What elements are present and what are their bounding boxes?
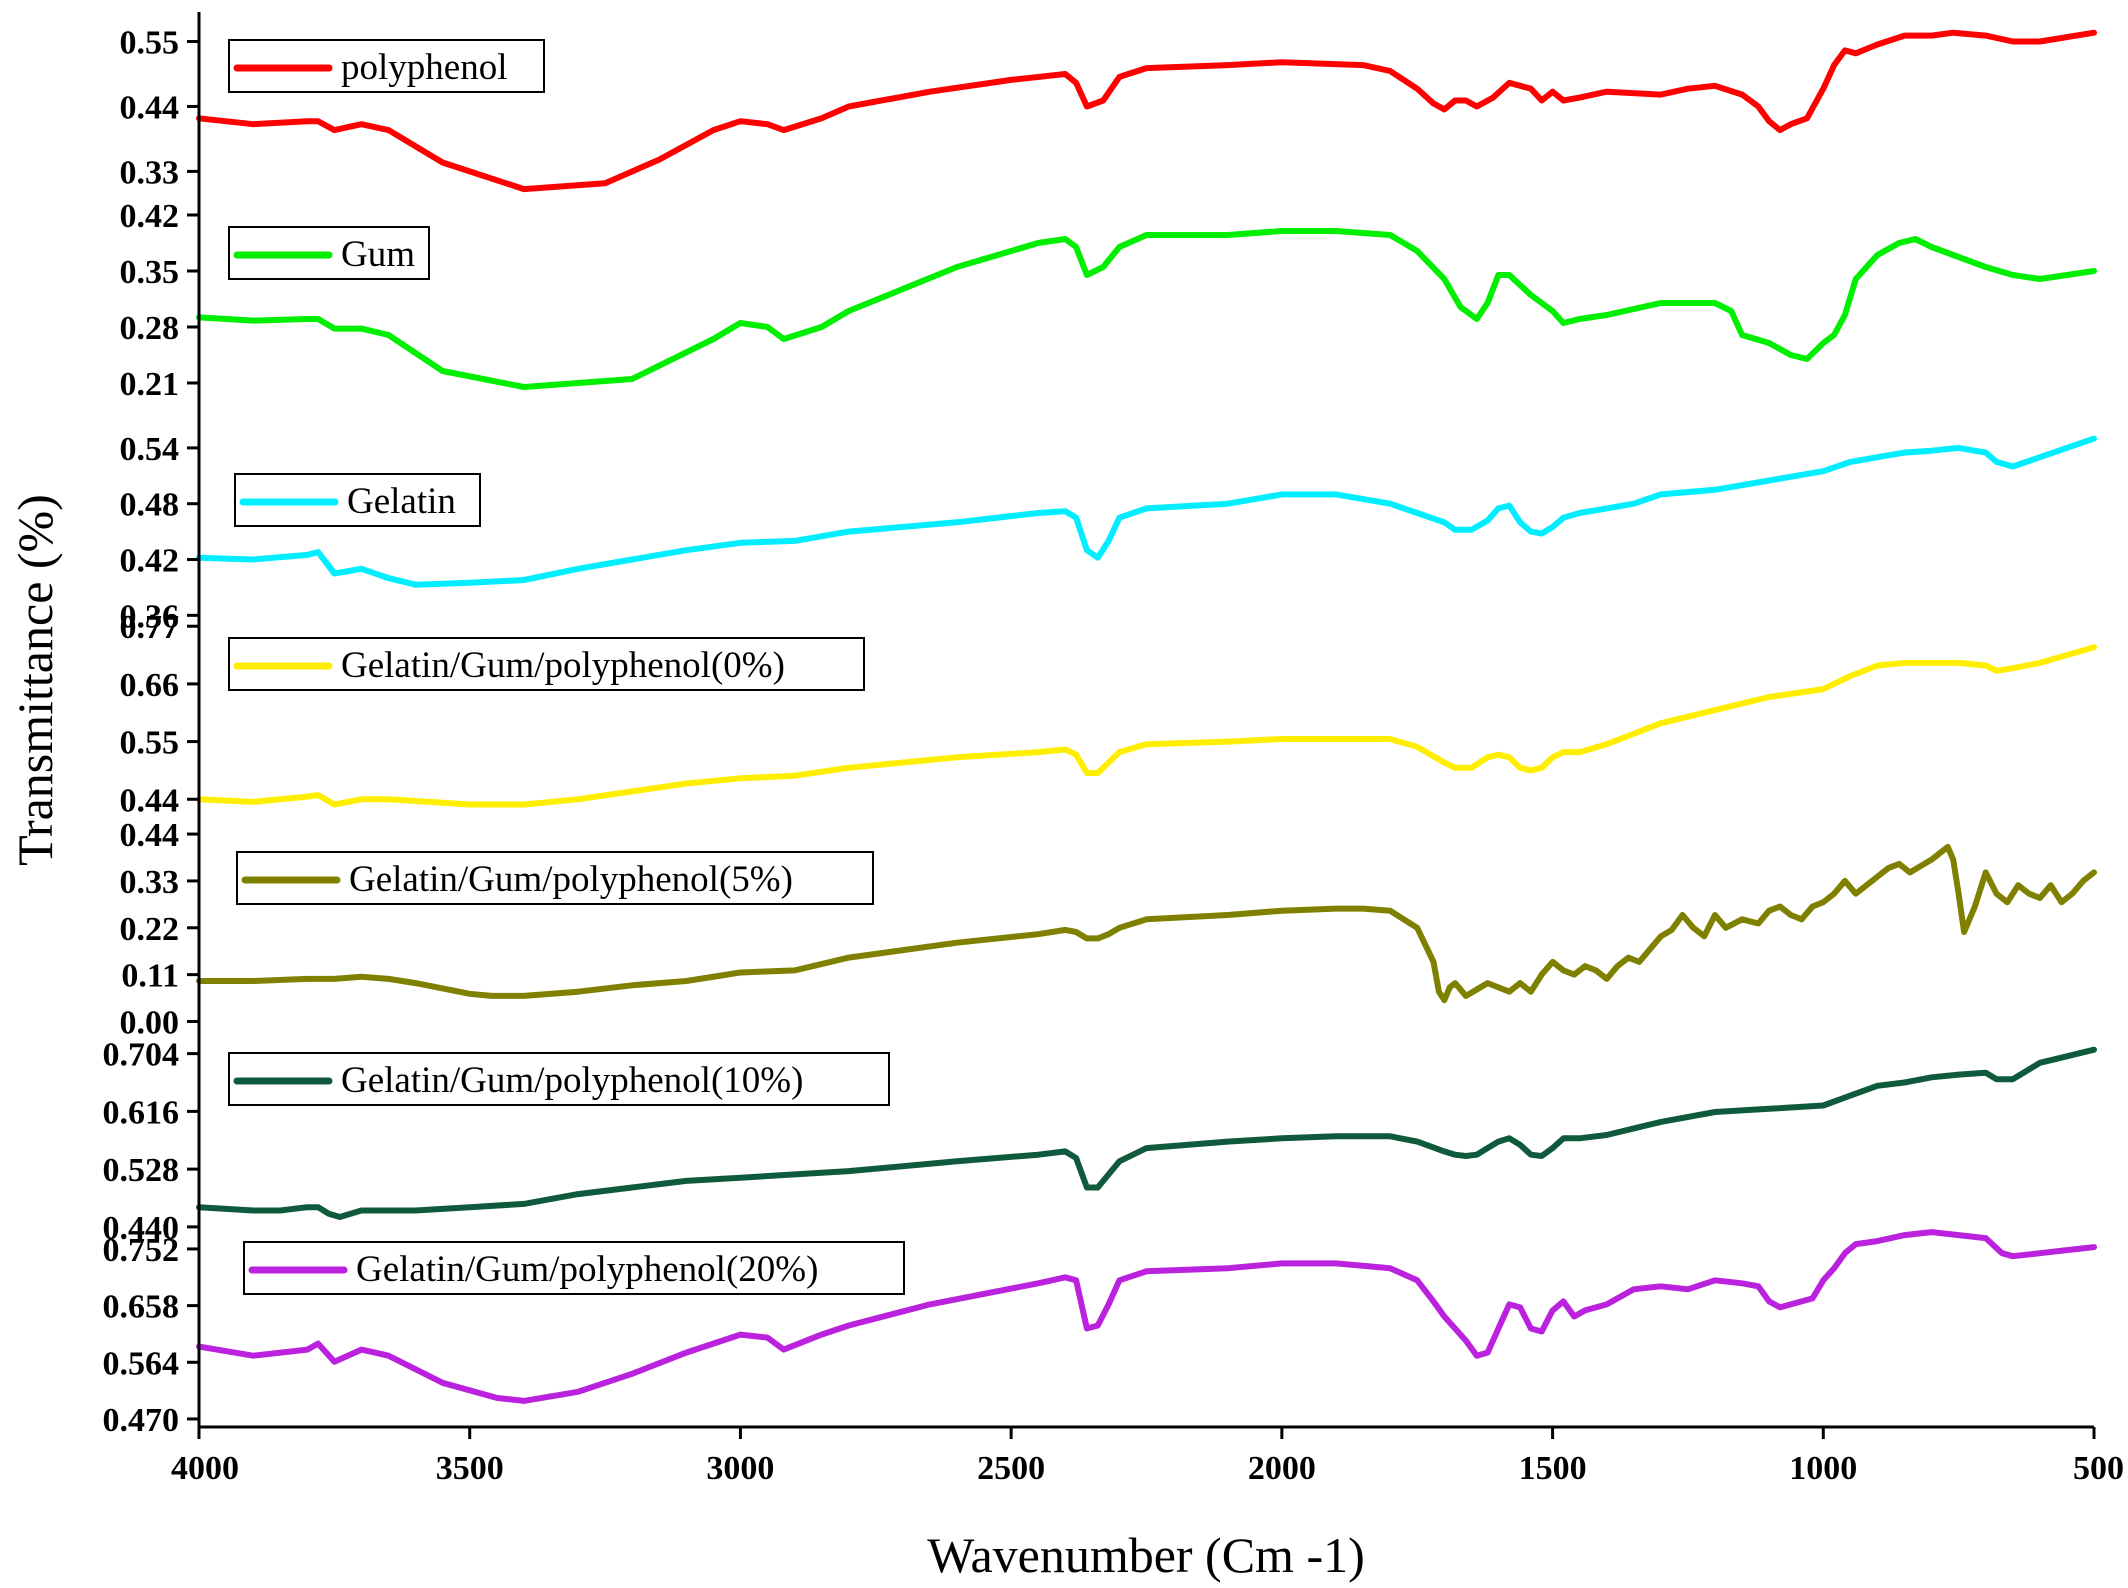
ticks-layer: 0.55 0.44 0.33 0.42 0.35 0.28 0.21 0.54 0.48 0.42… bbox=[103, 25, 2125, 1487]
y-tick-label-gelatin-gum-polyphenol-10-0: 0.704 bbox=[103, 1037, 180, 1074]
y-tick-label-gelatin-gum-polyphenol-0-3: 0.44 bbox=[120, 782, 180, 819]
y-tick-label-gelatin-gum-polyphenol-5-4: 0.00 bbox=[120, 1004, 180, 1041]
y-axis-title: Transmittance (%) bbox=[7, 494, 63, 866]
x-tick-label-2500: 2500 bbox=[977, 1450, 1045, 1487]
legend-box-gelatin-gum-polyphenol-10 bbox=[228, 1052, 890, 1106]
x-tick-label-1500: 1500 bbox=[1519, 1450, 1587, 1487]
legend-label-gelatin: Gelatin bbox=[347, 481, 456, 522]
y-tick-label-gelatin-2: 0.42 bbox=[120, 543, 180, 580]
y-tick-label-gelatin-1: 0.48 bbox=[120, 487, 180, 524]
y-tick-label-gum-3: 0.21 bbox=[120, 366, 180, 403]
x-axis-title: Wavenumber (Cm -1) bbox=[927, 1527, 1365, 1583]
y-tick-label-gelatin-gum-polyphenol-20-2: 0.564 bbox=[103, 1345, 180, 1382]
y-tick-label-gelatin-gum-polyphenol-5-2: 0.22 bbox=[120, 911, 180, 948]
x-tick-label-3000: 3000 bbox=[706, 1450, 774, 1487]
y-tick-label-gelatin-gum-polyphenol-10-3: 0.440 bbox=[103, 1210, 180, 1247]
series-line-gum bbox=[196, 228, 2097, 390]
y-tick-label-gelatin-gum-polyphenol-0-0: 0.77 bbox=[120, 609, 180, 646]
axes-layer bbox=[197, 12, 2094, 1429]
x-tick-label-4000: 4000 bbox=[171, 1450, 239, 1487]
legend-label-gelatin-gum-polyphenol-5: Gelatin/Gum/polyphenol(5%) bbox=[349, 859, 793, 900]
x-tick-label-500: 500 bbox=[2073, 1450, 2124, 1487]
y-tick-label-gelatin-gum-polyphenol-20-0: 0.752 bbox=[103, 1232, 180, 1269]
legend-label-polyphenol: polyphenol bbox=[341, 47, 507, 88]
y-tick-label-gum-1: 0.35 bbox=[120, 254, 180, 291]
legend-box-gelatin-gum-polyphenol-5 bbox=[236, 851, 874, 905]
x-tick-label-2000: 2000 bbox=[1248, 1450, 1316, 1487]
legend-label-gelatin-gum-polyphenol-10: Gelatin/Gum/polyphenol(10%) bbox=[341, 1060, 803, 1101]
legend-box-gelatin-gum-polyphenol-0 bbox=[228, 637, 865, 691]
x-tick-label-1000: 1000 bbox=[1789, 1450, 1857, 1487]
y-tick-label-polyphenol-2: 0.33 bbox=[120, 154, 180, 191]
legend-label-gelatin-gum-polyphenol-20: Gelatin/Gum/polyphenol(20%) bbox=[356, 1249, 818, 1290]
y-tick-label-gelatin-0: 0.54 bbox=[120, 431, 180, 468]
y-tick-label-polyphenol-1: 0.44 bbox=[120, 89, 180, 126]
legend-box-gelatin-gum-polyphenol-20 bbox=[243, 1241, 905, 1295]
series-line-gelatin-gum-polyphenol-10 bbox=[196, 1046, 2097, 1220]
legend-layer: polyphenol Gum Gelatin Gelatin/Gum/polyphen… bbox=[228, 39, 905, 1295]
y-tick-label-gelatin-gum-polyphenol-5-0: 0.44 bbox=[120, 817, 180, 854]
y-tick-label-gelatin-gum-polyphenol-20-1: 0.658 bbox=[103, 1289, 180, 1326]
y-tick-label-gelatin-gum-polyphenol-20-3: 0.470 bbox=[103, 1402, 180, 1439]
series-line-polyphenol bbox=[196, 29, 2097, 193]
series-line-gelatin-gum-polyphenol-0 bbox=[196, 644, 2097, 808]
y-tick-label-gelatin-gum-polyphenol-10-2: 0.528 bbox=[103, 1152, 180, 1189]
y-tick-label-polyphenol-0: 0.55 bbox=[120, 25, 180, 62]
y-tick-label-gum-0: 0.42 bbox=[120, 198, 180, 235]
series-line-gelatin-gum-polyphenol-20 bbox=[196, 1229, 2097, 1404]
y-tick-label-gelatin-gum-polyphenol-10-1: 0.616 bbox=[103, 1094, 180, 1131]
y-tick-label-gelatin-gum-polyphenol-0-2: 0.55 bbox=[120, 725, 180, 762]
series-line-gelatin bbox=[196, 435, 2097, 588]
series-layer bbox=[196, 29, 2097, 1404]
y-tick-label-gelatin-3: 0.36 bbox=[120, 598, 180, 635]
x-tick-label-3500: 3500 bbox=[436, 1450, 504, 1487]
legend-label-gum: Gum bbox=[341, 234, 415, 275]
y-tick-label-gelatin-gum-polyphenol-0-1: 0.66 bbox=[120, 667, 180, 704]
y-tick-label-gum-2: 0.28 bbox=[120, 310, 180, 347]
y-tick-label-gelatin-gum-polyphenol-5-1: 0.33 bbox=[120, 864, 180, 901]
y-tick-label-gelatin-gum-polyphenol-5-3: 0.11 bbox=[121, 958, 179, 995]
legend-label-gelatin-gum-polyphenol-0: Gelatin/Gum/polyphenol(0%) bbox=[341, 645, 785, 686]
series-line-gelatin-gum-polyphenol-5 bbox=[196, 843, 2097, 1004]
